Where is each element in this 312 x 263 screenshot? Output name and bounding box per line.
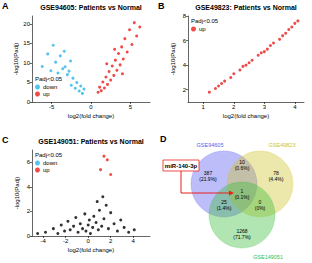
svg-text:miR-140-3p: miR-140-3p <box>165 163 198 169</box>
svg-text:20: 20 <box>23 21 30 27</box>
svg-text:1: 1 <box>202 104 206 110</box>
svg-text:GSE94605: GSE94605 <box>197 142 224 148</box>
svg-text:(1.4%): (1.4%) <box>217 205 232 211</box>
svg-text:5: 5 <box>129 104 133 110</box>
svg-text:D: D <box>160 134 167 144</box>
svg-text:down: down <box>43 160 57 166</box>
svg-text:25: 25 <box>221 199 227 205</box>
svg-text:A: A <box>2 1 9 11</box>
svg-text:1: 1 <box>240 188 244 194</box>
svg-text:log2(fold change): log2(fold change) <box>68 247 114 253</box>
svg-text:-log10(Padj): -log10(Padj) <box>170 43 176 76</box>
svg-text:4: 4 <box>183 62 187 68</box>
svg-text:6: 6 <box>27 159 31 165</box>
svg-text:0: 0 <box>87 238 91 244</box>
svg-text:B: B <box>158 1 165 11</box>
svg-text:-5: -5 <box>49 104 55 110</box>
svg-text:-4: -4 <box>41 238 47 244</box>
svg-text:(0.6%): (0.6%) <box>235 165 250 171</box>
svg-text:3: 3 <box>263 104 267 110</box>
svg-text:down: down <box>43 84 57 90</box>
svg-text:2: 2 <box>27 208 31 214</box>
svg-text:GSE149051: Patients vs Normal: GSE149051: Patients vs Normal <box>38 138 143 145</box>
svg-text:up: up <box>43 167 50 173</box>
svg-text:Padj<0.05: Padj<0.05 <box>35 76 63 82</box>
svg-text:(4.4%): (4.4%) <box>269 176 284 182</box>
svg-text:0: 0 <box>27 99 31 105</box>
svg-text:-log10(Padj): -log10(Padj) <box>14 177 20 210</box>
svg-text:up: up <box>199 26 206 32</box>
svg-text:(21.9%): (21.9%) <box>199 176 217 182</box>
svg-text:10: 10 <box>23 60 30 66</box>
svg-text:GSE49823: GSE49823 <box>269 142 296 148</box>
svg-text:2: 2 <box>183 87 187 93</box>
svg-text:1268: 1268 <box>236 228 248 234</box>
svg-text:2: 2 <box>232 104 236 110</box>
svg-text:6: 6 <box>183 38 187 44</box>
svg-text:C: C <box>2 135 9 145</box>
svg-text:0: 0 <box>89 104 93 110</box>
svg-text:8: 8 <box>183 13 187 19</box>
svg-text:78: 78 <box>273 170 279 176</box>
svg-text:4: 4 <box>27 184 31 190</box>
svg-text:(71.7%): (71.7%) <box>233 234 251 240</box>
svg-text:-2: -2 <box>63 238 69 244</box>
svg-text:2: 2 <box>109 238 113 244</box>
svg-text:0: 0 <box>258 199 262 205</box>
svg-text:GSE94605: Patients vs Normal: GSE94605: Patients vs Normal <box>40 4 142 11</box>
svg-text:GSE149051: GSE149051 <box>253 254 283 260</box>
svg-text:log2(fold change): log2(fold change) <box>68 113 114 119</box>
svg-text:-log10(Padj): -log10(Padj) <box>13 43 19 76</box>
svg-text:4: 4 <box>131 238 135 244</box>
svg-text:387: 387 <box>203 170 213 176</box>
svg-text:Padj<0.05: Padj<0.05 <box>35 152 63 158</box>
svg-text:5: 5 <box>27 79 31 85</box>
svg-text:log2(fold change): log2(fold change) <box>223 113 269 119</box>
svg-text:10: 10 <box>239 159 245 165</box>
svg-text:4: 4 <box>293 104 297 110</box>
svg-text:15: 15 <box>23 40 30 46</box>
svg-text:GSE49823: Patients vs Normal: GSE49823: Patients vs Normal <box>195 4 297 11</box>
svg-text:(0%): (0%) <box>255 205 266 211</box>
svg-text:Padj<0.05: Padj<0.05 <box>191 18 219 24</box>
svg-text:(0.1%): (0.1%) <box>235 194 250 200</box>
svg-text:up: up <box>43 91 50 97</box>
svg-text:0: 0 <box>27 233 31 239</box>
